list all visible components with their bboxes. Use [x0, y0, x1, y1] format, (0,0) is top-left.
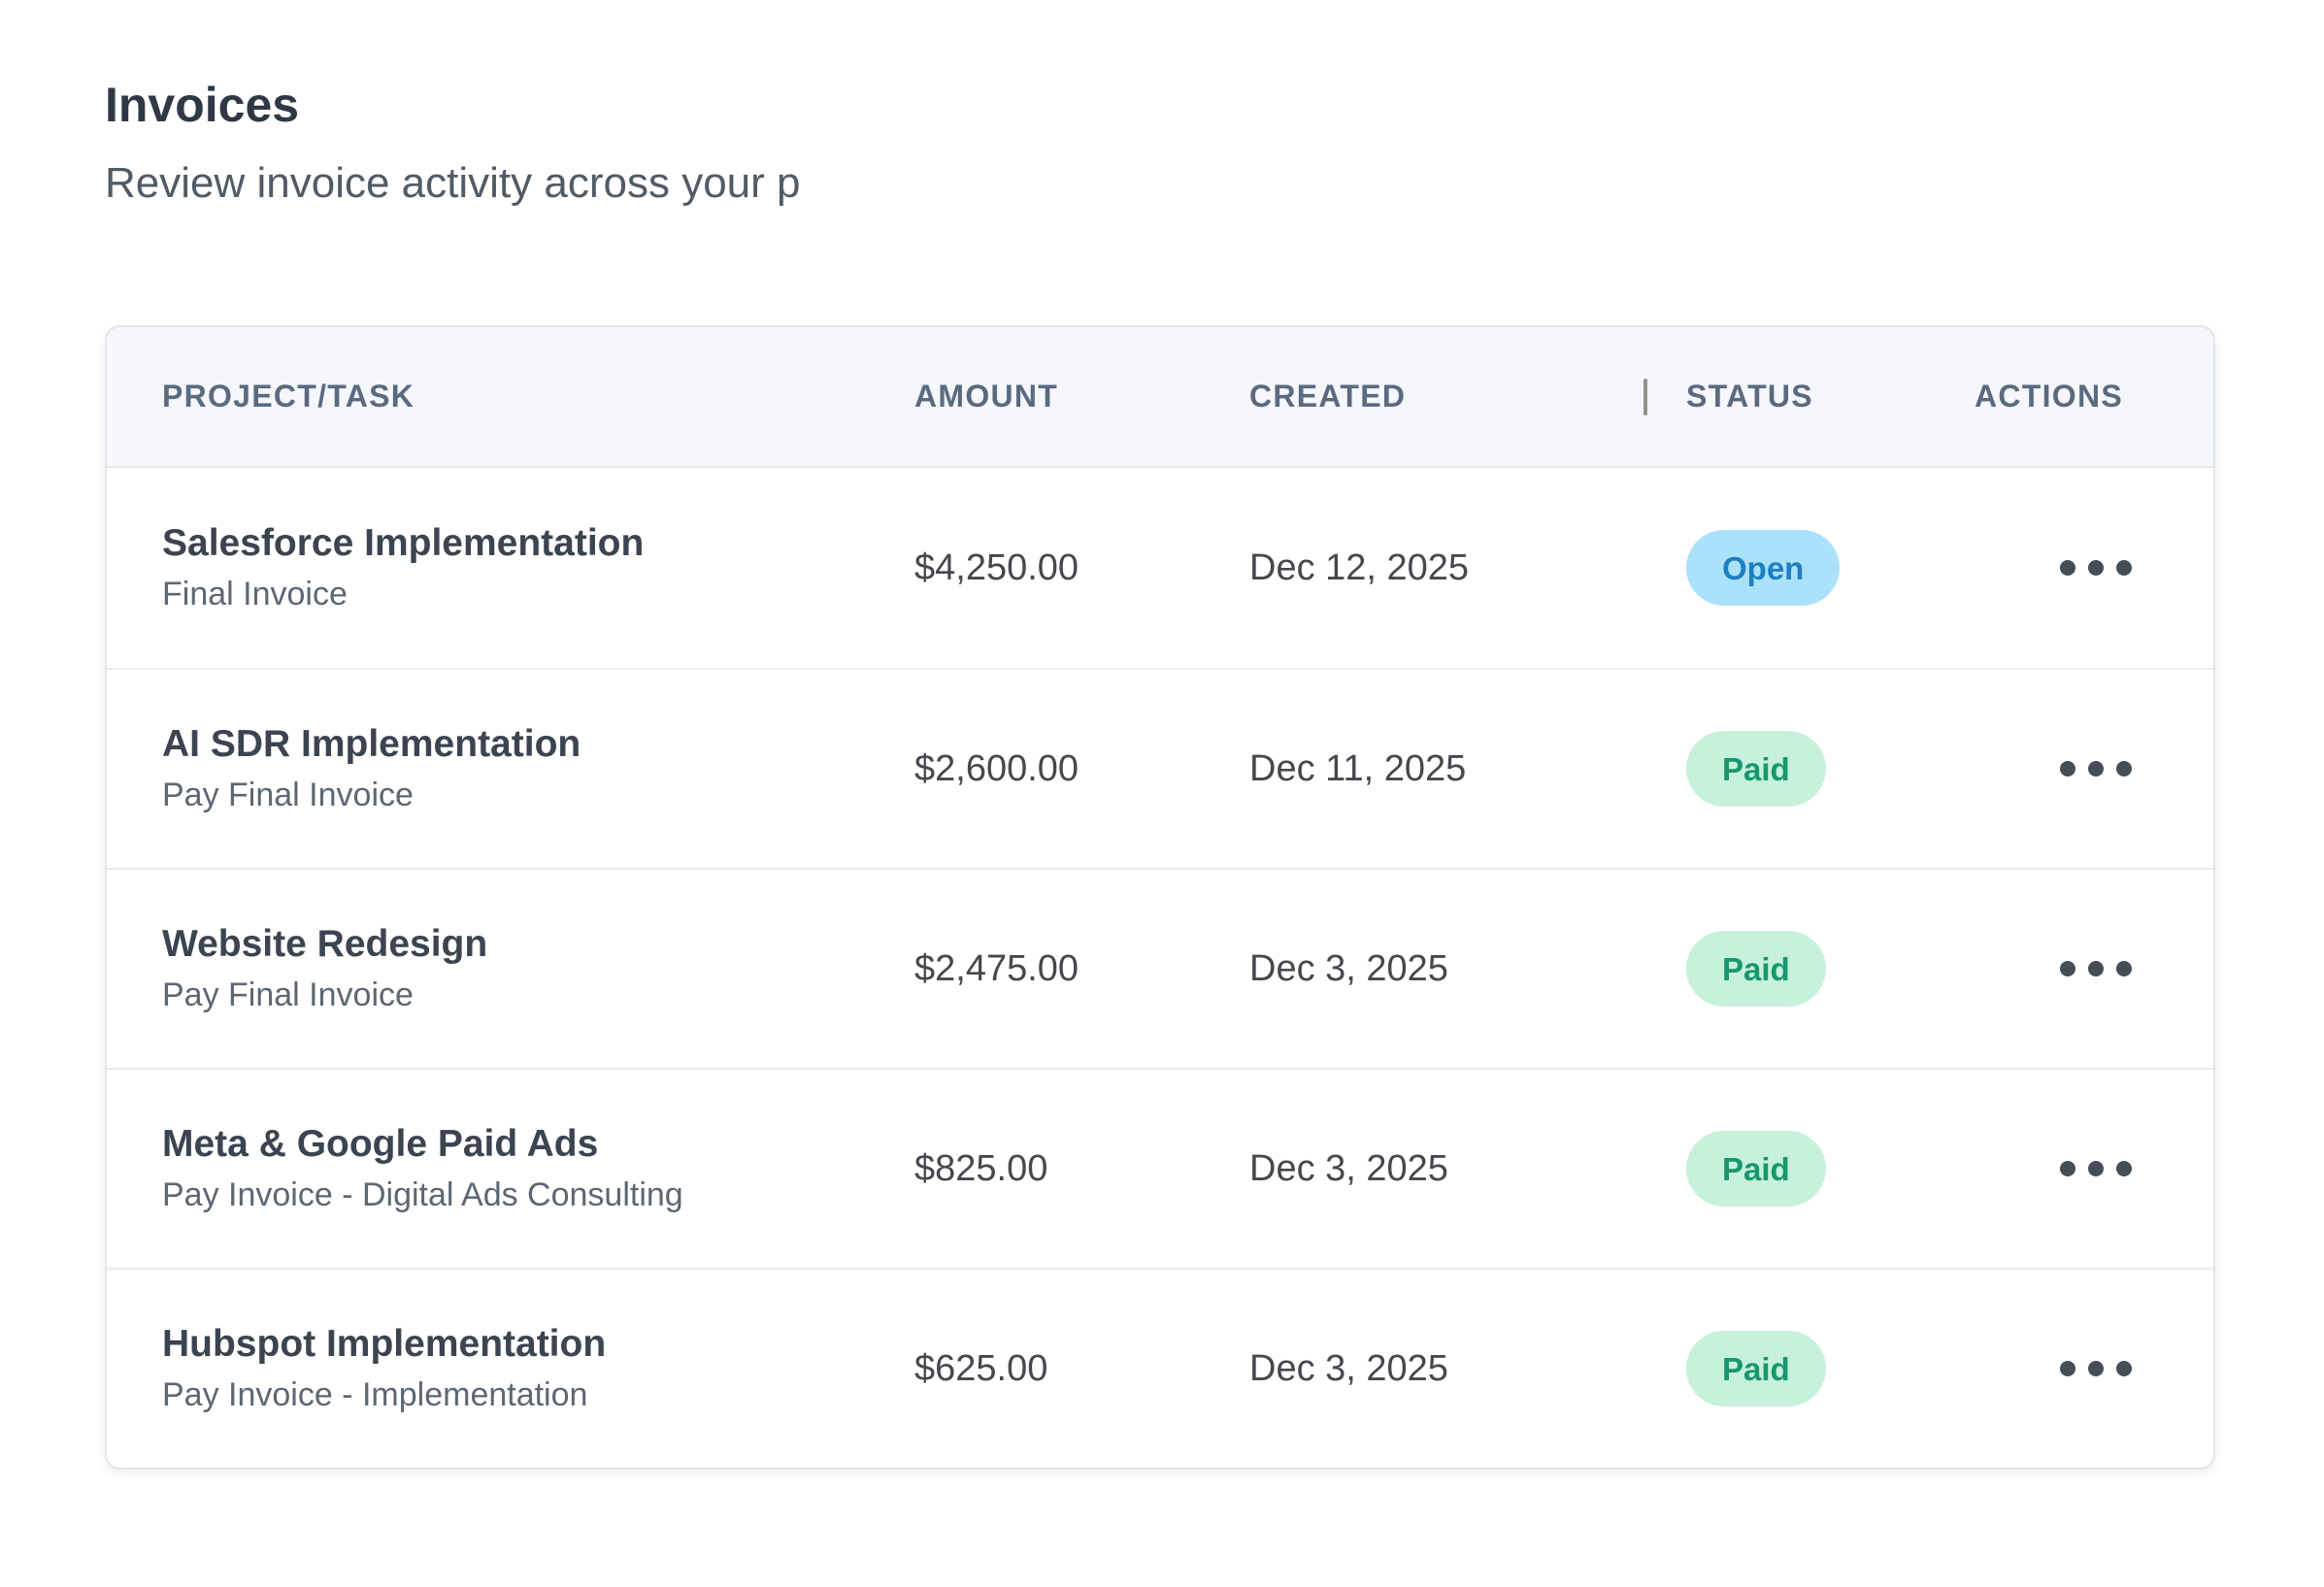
- column-header-actions: ACTIONS: [1975, 379, 2123, 414]
- invoice-amount: $2,600.00: [914, 747, 1079, 789]
- table-row: AI SDR Implementation Pay Final Invoice …: [107, 668, 2213, 869]
- status-badge: Paid: [1686, 931, 1826, 1008]
- status-cell: Paid: [1686, 1331, 1975, 1407]
- actions-cell: [1975, 747, 2213, 790]
- row-actions-ellipsis-icon[interactable]: [2050, 947, 2141, 990]
- project-name: Salesforce Implementation: [162, 522, 645, 565]
- task-label: Pay Final Invoice: [162, 976, 414, 1014]
- task-label: Pay Invoice - Digital Ads Consulting: [162, 1176, 683, 1214]
- actions-cell: [1975, 1147, 2213, 1190]
- table-header-row: PROJECT/TASK AMOUNT CREATED STATUS ACTIO…: [107, 327, 2213, 469]
- invoice-amount: $825.00: [914, 1147, 1048, 1189]
- column-header-amount: AMOUNT: [914, 379, 1059, 414]
- task-label: Final Invoice: [162, 576, 348, 613]
- project-name: Hubspot Implementation: [162, 1323, 607, 1366]
- task-label: Pay Invoice - Implementation: [162, 1376, 588, 1414]
- invoice-created-date: Dec 3, 2025: [1249, 1347, 1448, 1389]
- project-name: AI SDR Implementation: [162, 723, 581, 766]
- row-actions-ellipsis-icon[interactable]: [2050, 747, 2141, 790]
- project-task-cell: AI SDR Implementation Pay Final Invoice: [107, 722, 914, 815]
- status-badge: Paid: [1686, 1331, 1826, 1407]
- table-row: Hubspot Implementation Pay Invoice - Imp…: [107, 1268, 2213, 1469]
- status-cell: Paid: [1686, 1131, 1975, 1207]
- task-label: Pay Final Invoice: [162, 777, 414, 814]
- status-badge: Paid: [1686, 731, 1826, 808]
- invoice-amount: $625.00: [914, 1347, 1048, 1389]
- status-cell: Paid: [1686, 931, 1975, 1008]
- row-actions-ellipsis-icon[interactable]: [2050, 1347, 2141, 1390]
- table-body: Salesforce Implementation Final Invoice …: [107, 468, 2213, 1469]
- table-row: Meta & Google Paid Ads Pay Invoice - Dig…: [107, 1068, 2213, 1269]
- project-task-cell: Salesforce Implementation Final Invoice: [107, 521, 914, 614]
- status-badge: Paid: [1686, 1131, 1826, 1207]
- project-task-cell: Hubspot Implementation Pay Invoice - Imp…: [107, 1322, 914, 1415]
- table-row: Salesforce Implementation Final Invoice …: [107, 468, 2213, 669]
- project-task-cell: Website Redesign Pay Final Invoice: [107, 922, 914, 1015]
- row-actions-ellipsis-icon[interactable]: [2050, 1147, 2141, 1190]
- page-subtitle: Review invoice activity across your p: [105, 159, 801, 207]
- actions-cell: [1975, 546, 2213, 589]
- project-name: Meta & Google Paid Ads: [162, 1123, 599, 1166]
- column-header-status: STATUS: [1643, 378, 1975, 415]
- status-cell: Paid: [1686, 731, 1975, 808]
- status-cell: Open: [1686, 530, 1975, 607]
- invoice-amount: $4,250.00: [914, 546, 1079, 588]
- invoice-created-date: Dec 3, 2025: [1249, 1147, 1448, 1189]
- invoices-table-card: PROJECT/TASK AMOUNT CREATED STATUS ACTIO…: [105, 325, 2215, 1471]
- column-header-created: CREATED: [1249, 379, 1407, 414]
- actions-cell: [1975, 947, 2213, 990]
- column-header-project-task: PROJECT/TASK: [162, 379, 415, 414]
- project-task-cell: Meta & Google Paid Ads Pay Invoice - Dig…: [107, 1122, 914, 1215]
- invoice-created-date: Dec 12, 2025: [1249, 546, 1470, 588]
- status-badge: Open: [1686, 530, 1841, 607]
- invoice-created-date: Dec 3, 2025: [1249, 947, 1448, 989]
- column-resize-indicator[interactable]: [1643, 378, 1647, 415]
- page-title: Invoices: [105, 78, 300, 132]
- row-actions-ellipsis-icon[interactable]: [2050, 546, 2141, 589]
- actions-cell: [1975, 1347, 2213, 1390]
- project-name: Website Redesign: [162, 923, 488, 966]
- invoice-created-date: Dec 11, 2025: [1249, 747, 1467, 789]
- invoices-page: Invoices Review invoice activity across …: [105, 78, 2215, 1471]
- invoice-amount: $2,475.00: [914, 947, 1079, 989]
- table-row: Website Redesign Pay Final Invoice $2,47…: [107, 868, 2213, 1069]
